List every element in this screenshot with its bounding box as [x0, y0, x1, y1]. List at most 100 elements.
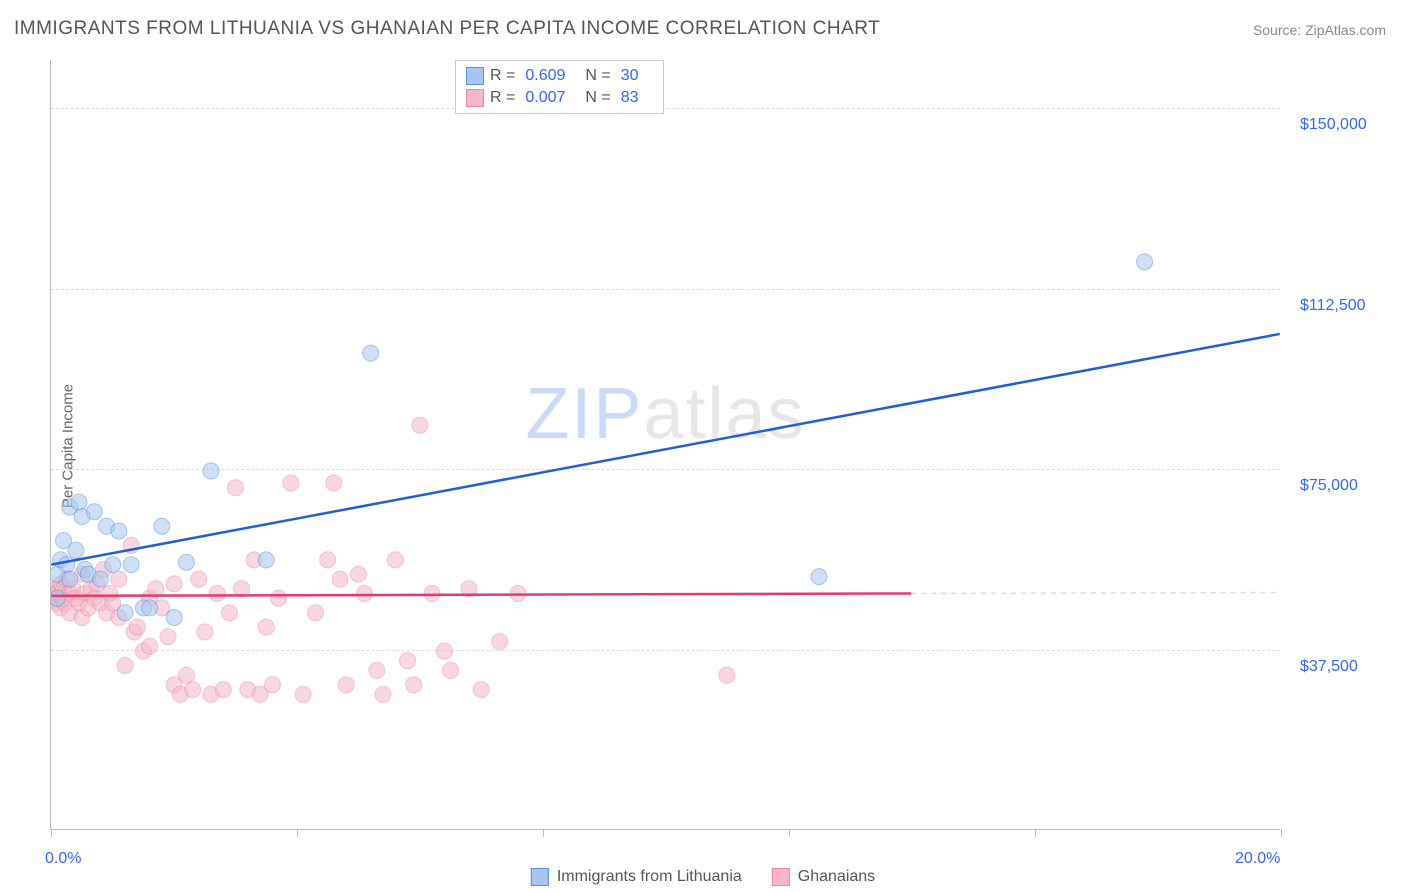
- x-tick: [1035, 829, 1036, 837]
- data-point: [166, 610, 182, 626]
- legend-row: R = 0.007 N = 83: [466, 87, 653, 109]
- data-point: [215, 682, 231, 698]
- data-point: [326, 475, 342, 491]
- data-point: [473, 682, 489, 698]
- data-point: [492, 634, 508, 650]
- x-tick-label: 20.0%: [1235, 850, 1280, 868]
- data-point: [203, 463, 219, 479]
- series-legend: Immigrants from Lithuania Ghanaians: [531, 868, 875, 886]
- data-point: [166, 576, 182, 592]
- legend-r-value: 0.007: [525, 89, 565, 107]
- data-point: [283, 475, 299, 491]
- x-tick: [51, 829, 52, 837]
- data-point: [350, 566, 366, 582]
- source-prefix: Source:: [1253, 22, 1305, 38]
- legend-n-label: N =: [585, 67, 610, 85]
- data-point: [142, 638, 158, 654]
- legend-r-label: R =: [490, 89, 515, 107]
- data-point: [117, 658, 133, 674]
- data-point: [228, 480, 244, 496]
- trend-line: [51, 334, 1279, 565]
- x-tick-label: 0.0%: [45, 850, 81, 868]
- data-point: [154, 518, 170, 534]
- data-point: [129, 619, 145, 635]
- data-point: [375, 686, 391, 702]
- data-point: [369, 662, 385, 678]
- data-point: [105, 557, 121, 573]
- data-point: [338, 677, 354, 693]
- series-name: Ghanaians: [798, 868, 875, 886]
- legend-swatch: [466, 67, 484, 85]
- legend-n-value: 30: [621, 67, 639, 85]
- legend-n-label: N =: [585, 89, 610, 107]
- data-point: [185, 682, 201, 698]
- x-tick: [789, 829, 790, 837]
- data-point: [258, 619, 274, 635]
- data-point: [178, 554, 194, 570]
- data-point: [1137, 254, 1153, 270]
- series-legend-item: Ghanaians: [772, 868, 875, 886]
- data-point: [86, 504, 102, 520]
- x-tick: [297, 829, 298, 837]
- data-point: [209, 586, 225, 602]
- data-point: [387, 552, 403, 568]
- source-name: ZipAtlas.com: [1305, 22, 1386, 38]
- data-point: [332, 571, 348, 587]
- data-point: [178, 667, 194, 683]
- data-point: [320, 552, 336, 568]
- y-tick-label: $75,000: [1300, 477, 1358, 495]
- data-point: [307, 605, 323, 621]
- data-point: [443, 662, 459, 678]
- series-name: Immigrants from Lithuania: [557, 868, 742, 886]
- data-point: [62, 571, 78, 587]
- legend-r-value: 0.609: [525, 67, 565, 85]
- data-point: [68, 542, 84, 558]
- trend-extension: [911, 592, 1280, 593]
- chart-title: IMMIGRANTS FROM LITHUANIA VS GHANAIAN PE…: [14, 18, 880, 40]
- data-point: [148, 581, 164, 597]
- scatter-plot-svg: [51, 60, 1280, 829]
- data-point: [406, 677, 422, 693]
- data-point: [117, 605, 133, 621]
- y-tick-label: $150,000: [1300, 116, 1367, 134]
- x-tick: [543, 829, 544, 837]
- data-point: [111, 523, 127, 539]
- plot-area: ZIPatlas: [50, 60, 1280, 830]
- data-point: [51, 590, 65, 606]
- data-point: [221, 605, 237, 621]
- data-point: [111, 571, 127, 587]
- data-point: [160, 629, 176, 645]
- legend-r-label: R =: [490, 67, 515, 85]
- data-point: [92, 571, 108, 587]
- trend-line: [51, 593, 911, 595]
- data-point: [811, 569, 827, 585]
- legend-n-value: 83: [621, 89, 639, 107]
- series-legend-item: Immigrants from Lithuania: [531, 868, 742, 886]
- legend-row: R = 0.609 N = 30: [466, 65, 653, 87]
- data-point: [123, 557, 139, 573]
- data-point: [424, 586, 440, 602]
- x-tick: [1281, 829, 1282, 837]
- data-point: [71, 494, 87, 510]
- data-point: [357, 586, 373, 602]
- data-point: [719, 667, 735, 683]
- y-tick-label: $37,500: [1300, 658, 1358, 676]
- data-point: [264, 677, 280, 693]
- data-point: [400, 653, 416, 669]
- correlation-legend: R = 0.609 N = 30 R = 0.007 N = 83: [455, 60, 664, 114]
- data-point: [191, 571, 207, 587]
- data-point: [363, 345, 379, 361]
- legend-swatch: [531, 868, 549, 886]
- legend-swatch: [772, 868, 790, 886]
- data-point: [59, 557, 75, 573]
- data-point: [436, 643, 452, 659]
- data-point: [271, 590, 287, 606]
- data-point: [295, 686, 311, 702]
- data-point: [258, 552, 274, 568]
- data-point: [412, 417, 428, 433]
- source-attribution: Source: ZipAtlas.com: [1253, 22, 1386, 38]
- data-point: [142, 600, 158, 616]
- data-point: [197, 624, 213, 640]
- y-tick-label: $112,500: [1300, 297, 1366, 315]
- legend-swatch: [466, 89, 484, 107]
